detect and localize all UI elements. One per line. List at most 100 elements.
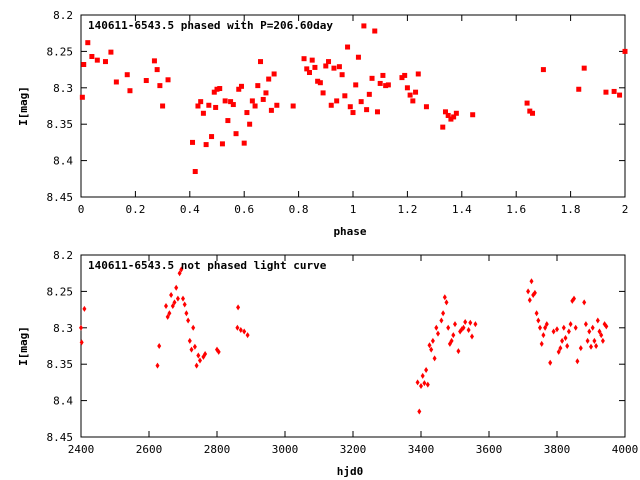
unphased-x-tick-label: 3400 xyxy=(408,443,435,456)
phased-data-point xyxy=(524,100,530,106)
unphased-data-point xyxy=(551,328,556,335)
unphased-data-point xyxy=(442,294,447,301)
unphased-data-point xyxy=(172,299,177,306)
unphased-data-point xyxy=(415,379,420,386)
unphased-data-point xyxy=(436,330,440,337)
unphased-data-point xyxy=(594,343,599,349)
unphased-x-tick-label: 2600 xyxy=(136,443,163,456)
unphased-data-point xyxy=(595,317,600,324)
unphased-data-point xyxy=(566,328,571,335)
phased-data-point xyxy=(249,98,255,104)
unphased-data-point xyxy=(432,355,437,362)
phased-data-point xyxy=(410,98,416,104)
unphased-data-point xyxy=(181,295,185,302)
phased-data-point xyxy=(274,102,280,108)
unphased-data-point xyxy=(534,310,539,317)
phased-x-tick-label: 0 xyxy=(78,203,85,216)
unphased-y-tick-label: 8.3 xyxy=(53,322,73,335)
unphased-data-point xyxy=(186,317,191,324)
unphased-data-point xyxy=(196,352,201,359)
unphased-data-point xyxy=(194,362,199,369)
unphased-data-point xyxy=(236,304,241,311)
phased-data-point xyxy=(339,72,345,78)
unphased-x-tick-label: 3600 xyxy=(476,443,503,456)
phased-y-tick-label: 8.2 xyxy=(53,9,73,22)
unphased-data-point xyxy=(560,337,565,344)
unphased-data-points xyxy=(79,266,609,415)
unphased-data-point xyxy=(565,343,570,349)
unphased-data-point xyxy=(182,301,187,308)
unphased-data-point xyxy=(79,324,83,331)
unphased-data-point xyxy=(198,357,202,364)
phased-data-point xyxy=(247,121,253,127)
phased-data-point xyxy=(214,86,220,92)
phased-data-point xyxy=(451,114,457,120)
phased-data-point xyxy=(108,49,114,55)
unphased-data-point xyxy=(238,326,243,333)
phased-x-tick-label: 0.6 xyxy=(234,203,254,216)
unphased-data-point xyxy=(155,362,160,369)
phased-data-point xyxy=(374,109,380,115)
phased-data-point xyxy=(233,131,239,137)
phased-data-point xyxy=(219,141,225,147)
phased-x-tick-label: 1.2 xyxy=(397,203,417,216)
phased-data-point xyxy=(151,58,157,64)
phased-data-point xyxy=(358,99,364,105)
phased-data-point xyxy=(124,72,130,78)
phased-data-point xyxy=(402,72,408,78)
unphased-data-point xyxy=(417,408,422,415)
phased-chart-title: 140611-6543.5 phased with P=206.60day xyxy=(88,19,333,32)
phased-data-point xyxy=(622,48,628,54)
phased-x-axis-label: phase xyxy=(333,225,366,238)
unphased-data-point xyxy=(424,367,429,374)
phased-data-point xyxy=(165,77,171,83)
unphased-data-point xyxy=(468,319,473,326)
phased-data-point xyxy=(315,78,321,84)
phased-data-point xyxy=(160,103,166,109)
unphased-data-point xyxy=(578,345,583,352)
phased-data-point xyxy=(404,85,410,91)
unphased-data-point xyxy=(604,323,609,330)
phased-x-tick-label: 1.8 xyxy=(561,203,581,216)
phased-data-point xyxy=(206,102,212,108)
phased-data-point xyxy=(336,64,342,70)
unphased-data-point xyxy=(191,324,196,331)
phased-data-point xyxy=(228,99,234,105)
phased-data-point xyxy=(198,99,204,105)
unphased-data-point xyxy=(575,358,580,365)
phased-data-point xyxy=(442,109,448,115)
unphased-x-axis-label: hjd0 xyxy=(337,465,364,478)
unphased-data-point xyxy=(600,337,605,344)
unphased-y-tick-label: 8.35 xyxy=(47,358,74,371)
phased-data-point xyxy=(347,104,353,110)
unphased-data-point xyxy=(558,345,563,352)
unphased-data-point xyxy=(548,359,553,366)
unphased-data-point xyxy=(169,292,174,299)
unphased-data-point xyxy=(539,340,544,347)
phased-data-point xyxy=(361,23,367,29)
phased-data-point xyxy=(306,70,312,76)
phased-data-point xyxy=(448,116,454,122)
unphased-y-tick-label: 8.2 xyxy=(53,249,73,262)
phased-data-point xyxy=(372,28,378,34)
phased-data-point xyxy=(263,90,269,96)
unphased-data-point xyxy=(177,270,182,277)
unphased-data-point xyxy=(430,337,435,344)
unphased-data-point xyxy=(568,321,573,328)
phased-data-point xyxy=(94,57,100,63)
phased-data-point xyxy=(143,78,149,84)
phased-x-tick-label: 0.8 xyxy=(289,203,309,216)
unphased-data-point xyxy=(589,343,593,350)
unphased-x-tick-label: 2800 xyxy=(204,443,231,456)
phased-data-point xyxy=(453,110,459,116)
unphased-data-point xyxy=(444,299,449,306)
phased-data-points xyxy=(79,23,628,175)
phased-y-axis-label: I[mag] xyxy=(17,86,30,126)
unphased-data-point xyxy=(541,332,546,339)
phased-data-point xyxy=(540,67,546,73)
unphased-data-point xyxy=(420,372,425,379)
phased-data-point xyxy=(89,53,95,59)
phased-data-point xyxy=(385,82,391,88)
phased-data-point xyxy=(222,98,228,104)
unphased-data-point xyxy=(527,297,532,304)
